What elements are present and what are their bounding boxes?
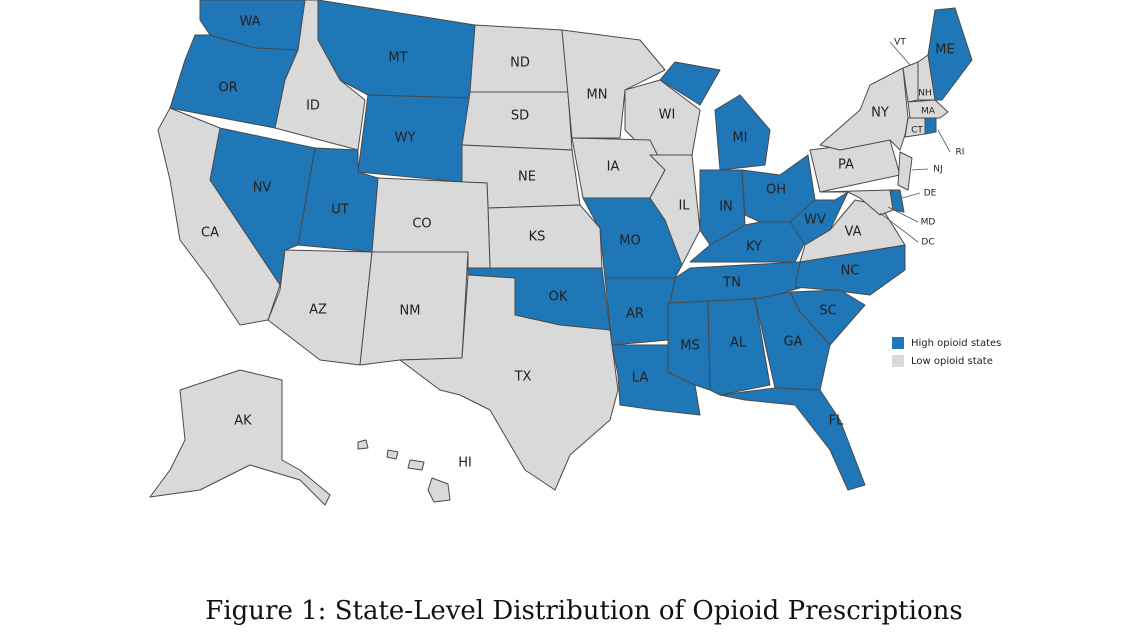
state-shape [274, 0, 366, 151]
state-labels: WA OR MT WY NV UT OK MO AR LA MS AL TN KY IN OH MI WV NC SC… [201, 15, 964, 471]
state-shape [157, 107, 281, 326]
state-label: HI [458, 456, 472, 471]
state-label: FL [829, 414, 844, 429]
state-label: DC [921, 238, 934, 248]
state-label: WA [239, 15, 260, 30]
legend-swatch [892, 355, 904, 367]
state-shape [907, 99, 949, 119]
state-label: MO [619, 234, 640, 249]
leader-line [901, 192, 921, 199]
state-label: DE [924, 189, 937, 199]
state-shape [819, 67, 909, 151]
states [149, 0, 973, 506]
state-label: WY [395, 131, 416, 146]
state-label: RI [956, 148, 965, 158]
state-label: VT [894, 38, 906, 48]
state-label: GA [784, 335, 803, 350]
state-label: AZ [309, 303, 327, 318]
state-shape [924, 117, 937, 135]
state-shape [714, 94, 771, 171]
leader-line [889, 41, 911, 66]
state-label: AK [234, 414, 252, 429]
state-label: OR [218, 81, 237, 96]
state-shape [649, 154, 701, 266]
state-label: CO [412, 217, 431, 232]
state-label: CA [201, 226, 219, 241]
state-label: ME [935, 43, 954, 58]
state-label: PA [838, 158, 854, 173]
state-shape [427, 477, 451, 503]
state-label: WI [659, 108, 676, 123]
state-label: MN [587, 88, 608, 103]
state-shape [809, 139, 901, 193]
state-shape [399, 274, 619, 491]
legend-swatch [892, 337, 904, 349]
state-label: IL [678, 199, 690, 214]
state-shape [149, 369, 331, 506]
state-label: OH [766, 183, 786, 198]
state-label: ND [510, 56, 530, 71]
state-shape [719, 387, 866, 491]
state-label: IN [719, 200, 733, 215]
caption: Figure 1: State-Level Distribution of Op… [205, 596, 962, 626]
state-label: MT [388, 51, 407, 66]
state-label: NV [253, 181, 272, 196]
state-label: TN [722, 276, 741, 291]
state-shape [407, 459, 425, 471]
state-label: CT [911, 126, 923, 136]
state-label: LA [632, 371, 649, 386]
state-label: KY [746, 240, 762, 255]
legend-label: High opioid states [911, 338, 1001, 349]
state-label: NM [400, 304, 421, 319]
state-label: UT [331, 203, 349, 218]
state-label: KS [529, 230, 546, 245]
state-label: IA [607, 160, 620, 175]
leader-line [879, 212, 919, 243]
state-shape [819, 189, 894, 216]
state-label: MA [921, 107, 936, 117]
state-shape [357, 439, 369, 450]
state-label: WV [804, 213, 826, 228]
state-label: ID [306, 99, 320, 114]
state-label: NY [871, 106, 889, 121]
state-shape [699, 169, 746, 246]
state-label: MI [732, 131, 747, 146]
state-label: SD [511, 109, 529, 124]
state-label: SC [819, 304, 836, 319]
state-label: NC [841, 264, 860, 279]
state-label: NE [518, 170, 536, 185]
state-label: VA [845, 225, 862, 240]
state-shape [386, 449, 399, 460]
state-label: MS [680, 339, 699, 354]
state-label: NH [918, 89, 932, 99]
state-shape [659, 61, 721, 106]
state-label: OK [549, 290, 568, 305]
state-label: AR [626, 307, 644, 322]
legend-label: Low opioid state [911, 356, 993, 367]
state-label: MD [921, 218, 936, 228]
state-label: NJ [933, 165, 942, 175]
leader-line [911, 168, 929, 171]
leader-line [937, 129, 951, 153]
leader-line [887, 206, 919, 223]
state-shape [904, 117, 926, 138]
state-shape [897, 151, 913, 191]
legend: High opioid states Low opioid state [892, 337, 1001, 367]
state-label: AL [730, 336, 747, 351]
state-label: TX [514, 370, 532, 385]
